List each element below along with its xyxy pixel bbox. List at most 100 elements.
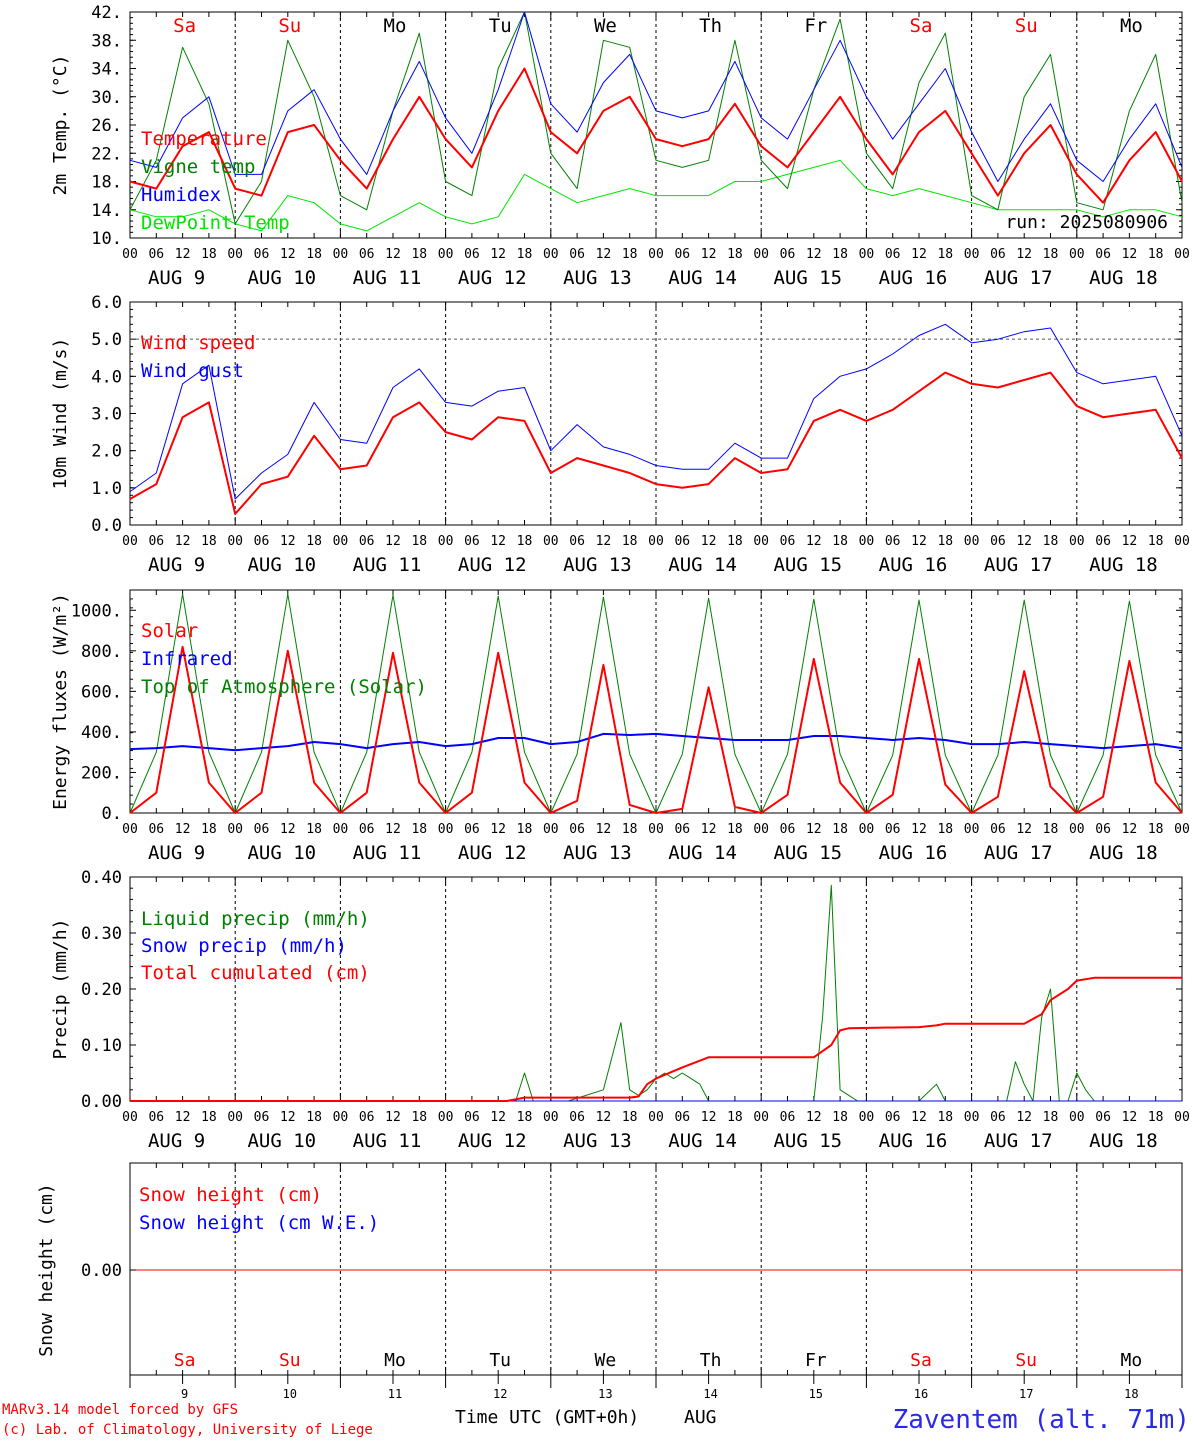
hour-tick-label: 12 [280, 534, 296, 549]
day-date-label: AUG 10 [247, 842, 316, 864]
hour-tick-label: 06 [780, 247, 796, 262]
hour-tick-label: 12 [911, 534, 927, 549]
hour-tick-label: 06 [674, 247, 690, 262]
day-date-label: AUG 10 [247, 1130, 316, 1152]
day-date-label: AUG 12 [458, 1130, 527, 1152]
day-date-label: AUG 12 [458, 267, 527, 289]
day-date-label: AUG 16 [879, 1130, 948, 1152]
x-axis-label: Time UTC (GMT+0h) [455, 1407, 639, 1428]
weekday-label: Tu [489, 15, 512, 37]
day-date-label: AUG 15 [773, 267, 842, 289]
series-line-wind-gust [129, 323, 1183, 500]
y-tick-label: 200. [81, 763, 122, 783]
hour-tick-label: 00 [333, 534, 349, 549]
hour-tick-label: 18 [622, 822, 638, 837]
hour-tick-label: 06 [148, 534, 164, 549]
legend-entry: Solar [141, 620, 198, 642]
day-date-label: AUG 11 [353, 1130, 422, 1152]
hour-tick-label: 00 [1174, 822, 1190, 837]
hour-tick-label: 06 [464, 534, 480, 549]
hour-tick-label: 06 [990, 1110, 1006, 1125]
day-date-label: AUG 12 [458, 842, 527, 864]
hour-tick-label: 18 [517, 534, 533, 549]
hour-tick-label: 00 [227, 822, 243, 837]
hour-tick-label: 00 [122, 822, 138, 837]
hour-tick-label: 18 [306, 247, 322, 262]
hour-tick-label: 12 [701, 534, 717, 549]
hour-tick-label: 00 [543, 247, 559, 262]
y-tick-label: 10. [91, 229, 122, 249]
hour-tick-label: 18 [937, 247, 953, 262]
weekday-label: Mo [1121, 1350, 1143, 1371]
hour-tick-label: 00 [227, 534, 243, 549]
hour-tick-label: 18 [937, 1110, 953, 1125]
legend-entry: Total cumulated (cm) [141, 962, 370, 984]
day-number-label: 17 [1019, 1387, 1033, 1401]
weekday-label: Su [1015, 15, 1038, 37]
day-date-label: AUG 17 [984, 554, 1053, 576]
hour-tick-label: 06 [359, 247, 375, 262]
legend-entry: Wind gust [141, 360, 244, 382]
hour-tick-label: 00 [227, 247, 243, 262]
y-tick-label: 1000. [71, 601, 122, 621]
hour-tick-label: 18 [727, 822, 743, 837]
hour-tick-label: 18 [832, 534, 848, 549]
day-date-label: AUG 14 [668, 267, 737, 289]
hour-tick-label: 06 [148, 822, 164, 837]
hour-tick-label: 18 [937, 534, 953, 549]
hour-tick-label: 00 [122, 1110, 138, 1125]
hour-tick-label: 18 [1043, 247, 1059, 262]
legend-entry: Infrared [141, 648, 233, 670]
day-date-label: AUG 18 [1089, 554, 1158, 576]
legend-entry: Snow height (cm) [139, 1184, 322, 1206]
hour-tick-label: 06 [254, 1110, 270, 1125]
day-date-label: AUG 15 [773, 842, 842, 864]
hour-tick-label: 00 [543, 1110, 559, 1125]
hour-tick-label: 12 [490, 822, 506, 837]
series-line-dewpoint-temp [129, 159, 1183, 232]
hour-tick-label: 06 [990, 247, 1006, 262]
hour-tick-label: 12 [175, 534, 191, 549]
panel-temperature: 10. 14. 18. 22. 26. 30. 34. 38. 42. 2m Temp. (°C)… [50, 3, 1190, 289]
y-axis-label: 2m Temp. (°C) [50, 55, 71, 196]
day-date-label: AUG 13 [563, 842, 632, 864]
hour-tick-label: 06 [885, 822, 901, 837]
hour-tick-label: 12 [806, 247, 822, 262]
legend-entry: Snow height (cm W.E.) [139, 1212, 379, 1234]
hour-tick-label: 06 [464, 247, 480, 262]
day-date-label: AUG 14 [668, 842, 737, 864]
y-tick-label: 0.00 [81, 1092, 122, 1112]
day-date-label: AUG 13 [563, 1130, 632, 1152]
hour-tick-label: 12 [1122, 247, 1138, 262]
hour-tick-label: 06 [780, 1110, 796, 1125]
y-tick-label: 4.0 [91, 367, 122, 387]
y-tick-label: 18. [91, 173, 122, 193]
day-date-label: AUG 17 [984, 842, 1053, 864]
hour-tick-label: 12 [806, 1110, 822, 1125]
weekday-label: We [594, 15, 617, 37]
y-tick-label: 600. [81, 682, 122, 702]
hour-tick-label: 18 [201, 1110, 217, 1125]
y-tick-label: 14. [91, 201, 122, 221]
day-number-label: 12 [493, 1387, 507, 1401]
hour-tick-label: 00 [753, 822, 769, 837]
hour-tick-label: 12 [1122, 822, 1138, 837]
weekday-label: Mo [384, 15, 407, 37]
hour-tick-label: 06 [254, 534, 270, 549]
hour-tick-label: 06 [359, 1110, 375, 1125]
weekday-label: Sa [910, 15, 933, 37]
legend-entry: Wind speed [141, 332, 255, 354]
day-date-label: AUG 9 [148, 842, 205, 864]
series-line-wind-speed [129, 371, 1183, 515]
hour-tick-label: 12 [596, 1110, 612, 1125]
day-date-label: AUG 18 [1089, 842, 1158, 864]
hour-tick-label: 00 [122, 247, 138, 262]
day-date-label: AUG 17 [984, 1130, 1053, 1152]
panel-snow: 0.00 Snow height (cm) Snow height (cm) Snow… [36, 1162, 1183, 1401]
hour-tick-label: 00 [753, 247, 769, 262]
hour-tick-label: 18 [411, 247, 427, 262]
hour-tick-label: 06 [359, 534, 375, 549]
hour-tick-label: 18 [1043, 534, 1059, 549]
hour-tick-label: 06 [674, 534, 690, 549]
